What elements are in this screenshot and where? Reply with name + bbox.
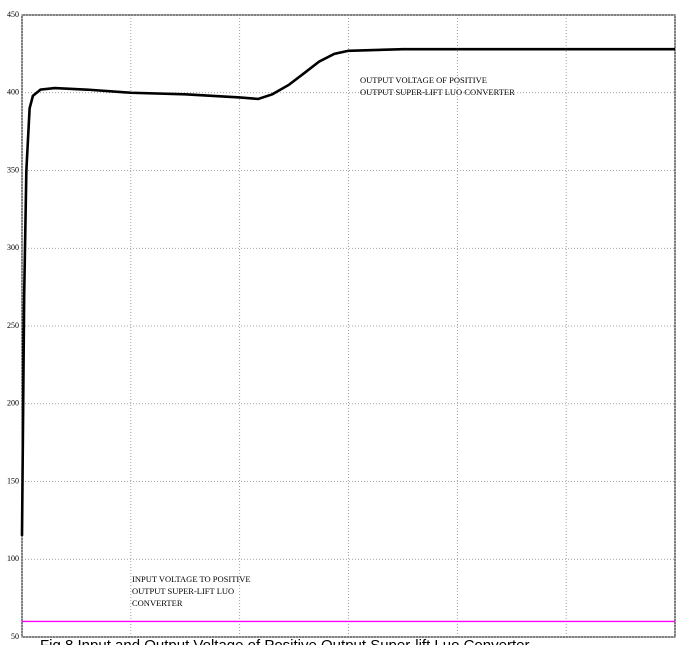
y-tick-label: 100 bbox=[7, 554, 19, 563]
annotation: OUTPUT SUPER-LIFT LUO CONVERTER bbox=[360, 87, 515, 97]
annotation: OUTPUT VOLTAGE OF POSITIVE bbox=[360, 75, 487, 85]
y-tick-label: 300 bbox=[7, 243, 19, 252]
series-line bbox=[20, 47, 675, 536]
y-tick-label: 200 bbox=[7, 399, 19, 408]
y-tick-label: 400 bbox=[7, 88, 19, 97]
y-tick-label: 50 bbox=[11, 632, 19, 641]
y-tick-label: 450 bbox=[7, 10, 19, 19]
y-tick-label: 150 bbox=[7, 476, 19, 485]
annotation: OUTPUT SUPER-LIFT LUO bbox=[132, 586, 234, 596]
annotation: CONVERTER bbox=[132, 598, 183, 608]
y-tick-label: 350 bbox=[7, 165, 19, 174]
annotation: INPUT VOLTAGE TO POSITIVE bbox=[132, 574, 251, 584]
caption: Fig.8 Input and Output Voltage of Positi… bbox=[40, 637, 529, 645]
y-tick-label: 250 bbox=[7, 321, 19, 330]
